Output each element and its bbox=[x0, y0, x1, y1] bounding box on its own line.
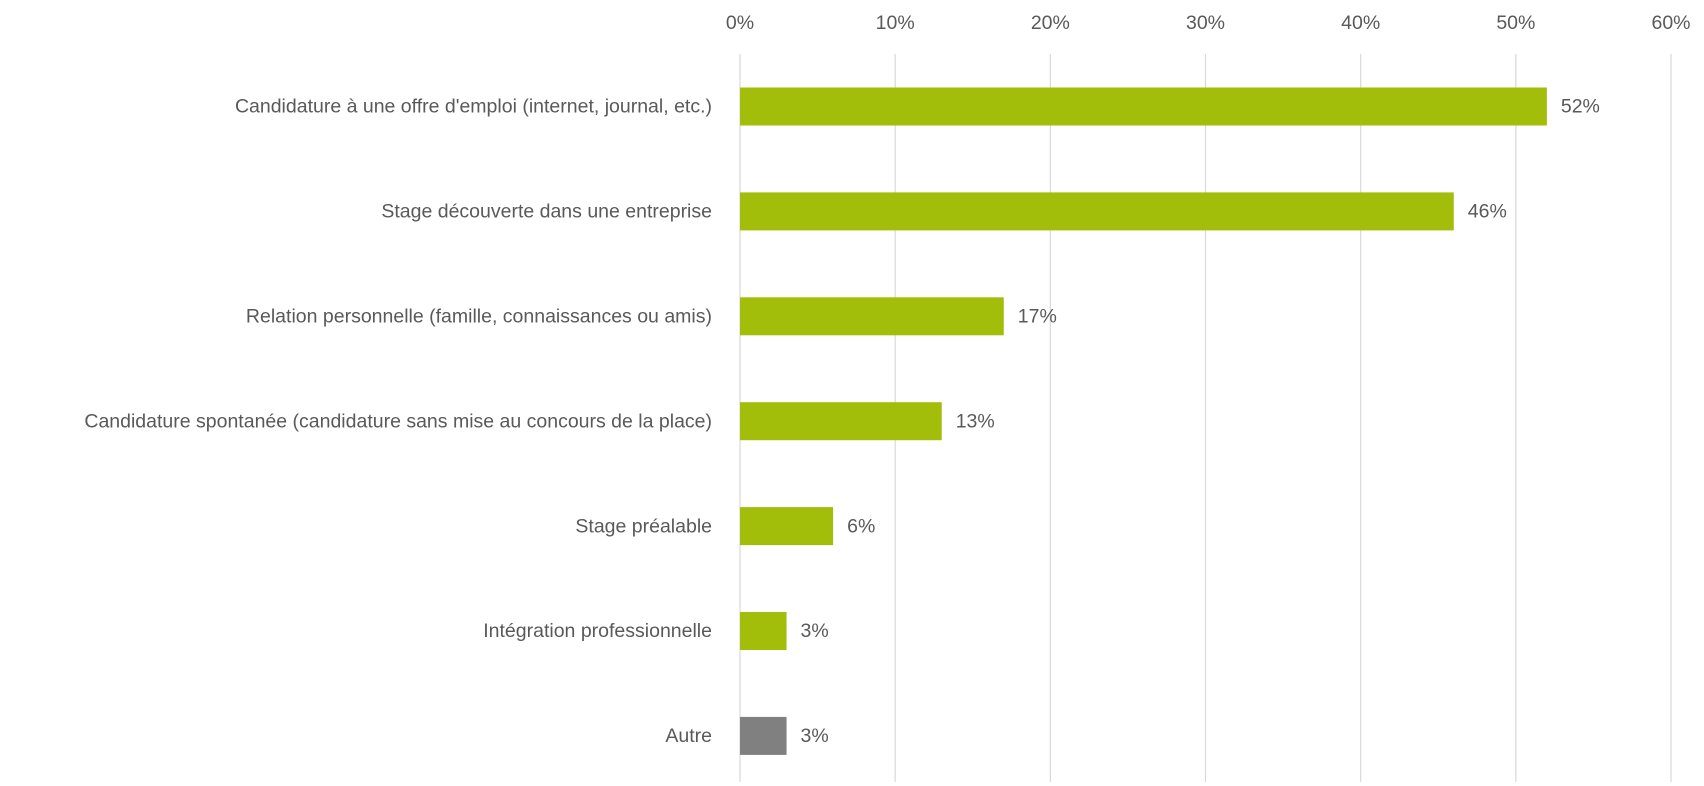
data-label: 3% bbox=[801, 620, 829, 642]
bar bbox=[740, 612, 787, 650]
y-tick-label: Relation personnelle (famille, connaissa… bbox=[246, 305, 712, 327]
data-label: 6% bbox=[847, 515, 875, 537]
x-tick-label: 10% bbox=[876, 12, 915, 34]
x-tick-label: 60% bbox=[1651, 12, 1690, 34]
x-tick-label: 30% bbox=[1186, 12, 1225, 34]
y-tick-label: Candidature à une offre d'emploi (intern… bbox=[235, 96, 712, 118]
y-tick-label: Stage préalable bbox=[575, 515, 712, 537]
x-tick-label: 20% bbox=[1031, 12, 1070, 34]
bar bbox=[740, 192, 1454, 231]
bar bbox=[740, 716, 787, 755]
data-label: 17% bbox=[1018, 305, 1057, 327]
x-tick-label: 50% bbox=[1496, 12, 1535, 34]
data-label: 13% bbox=[956, 410, 995, 432]
y-tick-label: Intégration professionnelle bbox=[483, 620, 712, 642]
bar bbox=[740, 297, 1004, 336]
x-tick-label: 0% bbox=[726, 12, 754, 34]
x-tick-label: 40% bbox=[1341, 12, 1380, 34]
y-tick-label: Stage découverte dans une entreprise bbox=[381, 201, 712, 223]
bar bbox=[740, 402, 942, 441]
data-label: 46% bbox=[1468, 201, 1507, 223]
bar bbox=[740, 507, 834, 546]
y-tick-label: Autre bbox=[665, 725, 712, 747]
y-tick-label: Candidature spontanée (candidature sans … bbox=[84, 410, 712, 432]
data-label: 52% bbox=[1561, 96, 1600, 118]
data-label: 3% bbox=[801, 725, 829, 747]
bar bbox=[740, 87, 1547, 126]
